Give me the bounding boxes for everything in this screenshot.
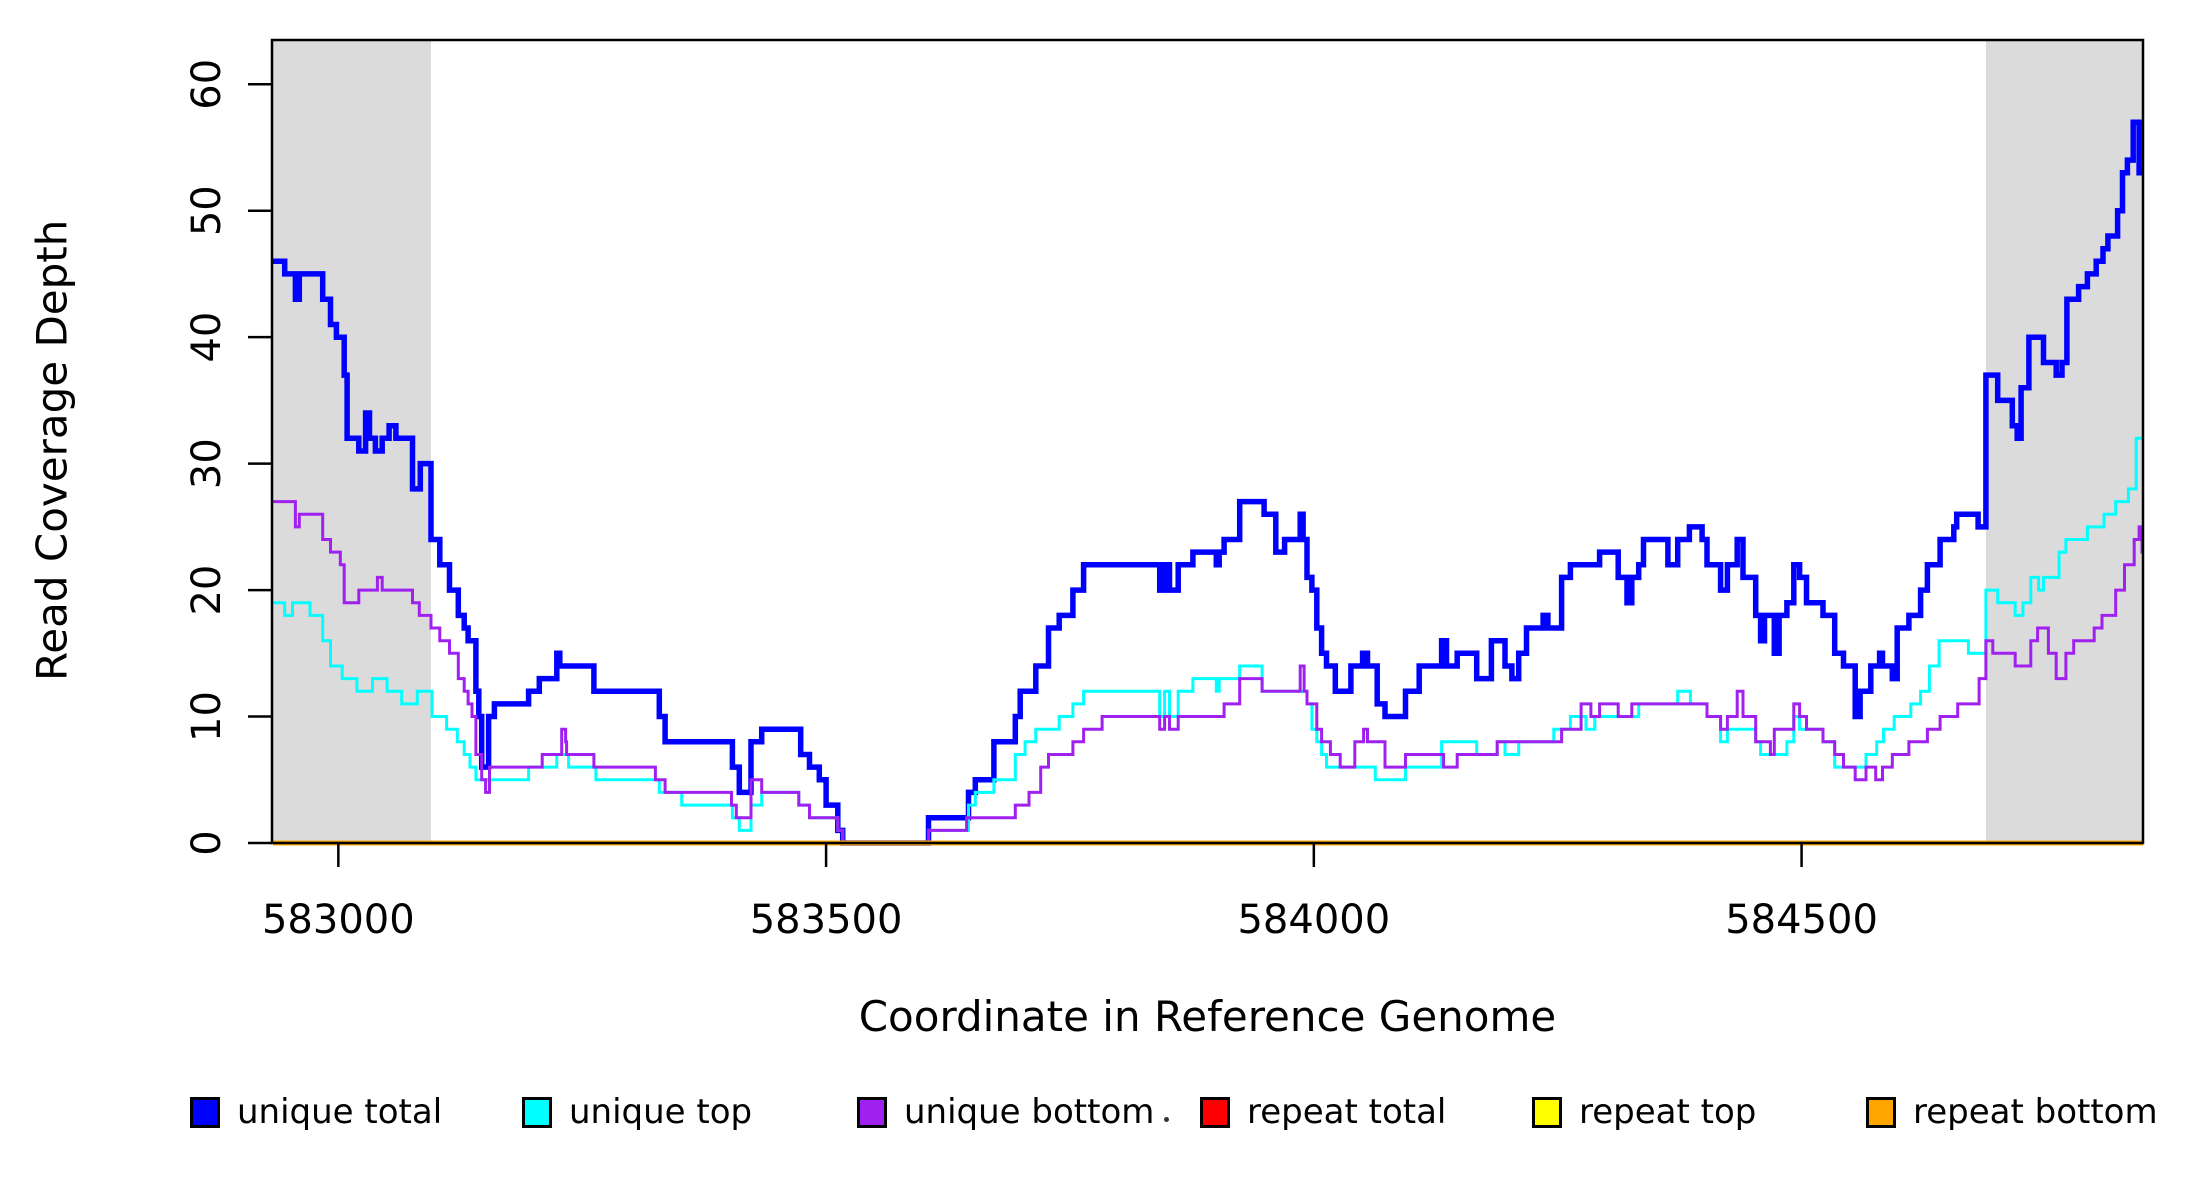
legend-label: repeat total: [1247, 1092, 1447, 1132]
y-tick-label: 40: [184, 312, 230, 363]
series-unique-top-line: [273, 436, 2143, 845]
repeat-top-swatch-icon: [1532, 1096, 1562, 1128]
y-tick-label: 0: [184, 830, 230, 855]
stray-dot: [1164, 1117, 1169, 1122]
legend-label: repeat top: [1579, 1092, 1757, 1132]
legend-label: unique top: [569, 1092, 753, 1132]
legend-item-repeat-total: repeat total: [1200, 1082, 1446, 1142]
legend-label: unique bottom: [904, 1092, 1155, 1132]
legend-item-repeat-top: repeat top: [1532, 1082, 1756, 1142]
x-tick-label: 584000: [1237, 897, 1390, 943]
repeat-bottom-swatch-icon: [1866, 1096, 1896, 1128]
y-axis-title: Read Coverage Depth: [27, 219, 77, 681]
legend-item-unique-bottom: unique bottom: [857, 1082, 1154, 1142]
masked-region-band: [272, 40, 432, 843]
y-tick-label: 10: [184, 691, 230, 742]
plot-border: [270, 38, 2145, 845]
y-tick-label: 50: [184, 185, 230, 236]
series-unique-bottom-line: [273, 500, 2144, 845]
y-tick-label: 60: [184, 59, 230, 110]
x-tick-label: 583000: [262, 897, 415, 943]
legend-label: repeat bottom: [1913, 1092, 2158, 1132]
legend-item-repeat-bottom: repeat bottom: [1866, 1082, 2158, 1142]
legend-item-unique-top: unique top: [522, 1082, 752, 1142]
unique-bottom-swatch-icon: [857, 1096, 887, 1128]
y-tick-label: 30: [184, 438, 230, 489]
legend-label: unique total: [237, 1092, 443, 1132]
x-axis-title: Coordinate in Reference Genome: [858, 992, 1557, 1041]
y-tick-label: 20: [184, 565, 230, 616]
x-tick-label: 583500: [750, 897, 903, 943]
masked-region-band: [1985, 40, 2143, 843]
unique-total-swatch-icon: [190, 1096, 220, 1128]
series-unique-total-line: [273, 119, 2143, 846]
legend-item-unique-total: unique total: [190, 1082, 442, 1142]
x-tick-label: 584500: [1725, 897, 1878, 943]
repeat-total-swatch-icon: [1200, 1096, 1230, 1128]
legend: unique total unique top unique bottom re…: [0, 1082, 2200, 1142]
unique-top-swatch-icon: [522, 1096, 552, 1128]
